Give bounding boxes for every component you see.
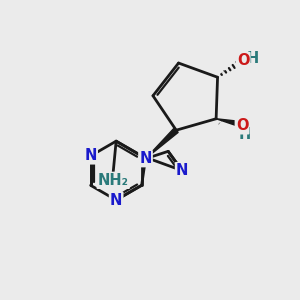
Text: O: O [237, 53, 249, 68]
Text: NH₂: NH₂ [98, 173, 129, 188]
Text: ···: ··· [217, 66, 229, 78]
Polygon shape [216, 119, 243, 128]
Text: H: H [239, 128, 251, 142]
Polygon shape [146, 128, 178, 159]
Text: N: N [85, 148, 97, 164]
Text: N: N [176, 163, 188, 178]
Text: N: N [110, 193, 122, 208]
Text: N: N [139, 151, 152, 166]
Text: ···: ··· [215, 116, 227, 128]
Text: H: H [247, 51, 259, 66]
Text: O: O [236, 118, 248, 133]
